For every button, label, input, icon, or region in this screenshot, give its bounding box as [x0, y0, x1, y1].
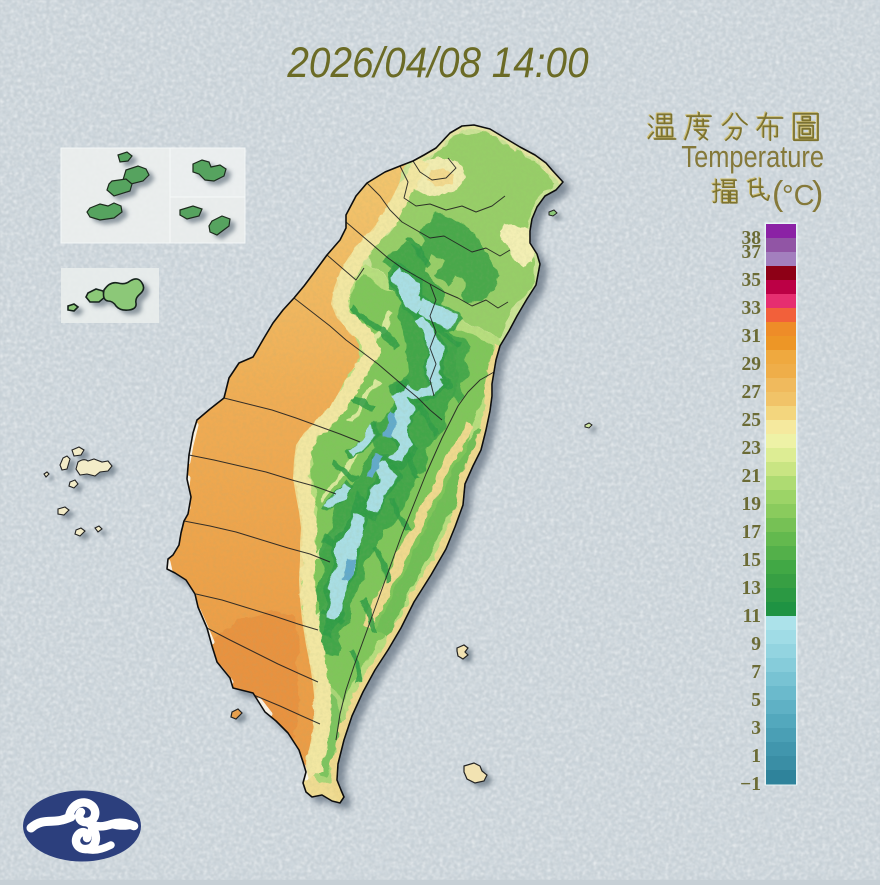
svg-text:(: (	[772, 175, 784, 213]
svg-text:7: 7	[751, 662, 761, 683]
svg-text:11: 11	[743, 606, 761, 627]
svg-text:21: 21	[742, 466, 762, 487]
svg-text:27: 27	[742, 382, 762, 403]
svg-text:3: 3	[751, 718, 761, 739]
svg-text:Temperature: Temperature	[681, 140, 824, 175]
svg-text:23: 23	[742, 438, 762, 459]
svg-text:13: 13	[742, 578, 762, 599]
svg-text:38: 38	[742, 228, 762, 249]
svg-text:17: 17	[742, 522, 762, 543]
svg-text:5: 5	[751, 690, 761, 711]
svg-text:19: 19	[742, 494, 762, 515]
svg-text:29: 29	[742, 354, 762, 375]
svg-text:2026/04/08 14:00: 2026/04/08 14:00	[286, 38, 588, 86]
svg-text:−1: −1	[740, 774, 761, 795]
svg-text:9: 9	[751, 634, 761, 655]
svg-text:°C: °C	[782, 180, 815, 212]
svg-text:35: 35	[742, 270, 762, 291]
svg-text:): )	[812, 175, 823, 213]
svg-text:1: 1	[751, 746, 761, 767]
svg-text:25: 25	[742, 410, 762, 431]
svg-text:37: 37	[742, 242, 762, 263]
svg-text:31: 31	[742, 326, 762, 347]
svg-text:33: 33	[742, 298, 762, 319]
svg-text:15: 15	[742, 550, 762, 571]
